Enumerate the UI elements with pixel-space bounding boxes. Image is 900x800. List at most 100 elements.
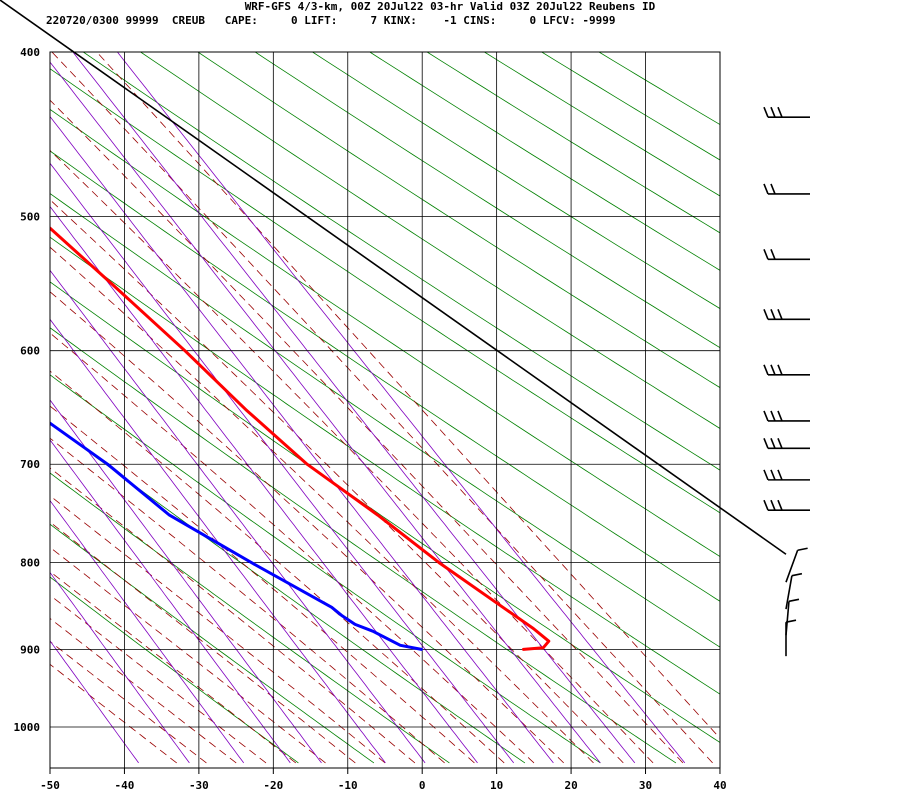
moist-adiabat	[50, 332, 535, 764]
mixing-ratio-line	[50, 399, 322, 764]
temperature-tick-label: -30	[189, 779, 209, 792]
dry-adiabat	[426, 52, 720, 234]
wind-barb	[763, 437, 810, 450]
pressure-tick-labels: 400 500 600 700 800 900 1000	[14, 46, 41, 734]
moist-adiabat	[50, 617, 237, 764]
mixing-ratio-line	[50, 269, 426, 764]
wind-barb	[763, 183, 810, 195]
barb-flag	[788, 598, 800, 603]
dry-adiabat	[369, 52, 720, 271]
dry-adiabat	[50, 192, 720, 648]
barb-flag	[763, 309, 769, 320]
mixing-ratio-line	[50, 571, 190, 764]
barb-flag	[777, 437, 783, 449]
wind-barb	[763, 249, 810, 261]
mixing-ratio-line	[50, 640, 139, 764]
barb-flag	[770, 183, 776, 195]
barb-flag	[770, 469, 776, 481]
chart-title: WRF-GFS 4/3-km, 00Z 20Jul22 03-hr Valid …	[244, 0, 656, 13]
barb-flag	[777, 499, 783, 511]
dry-adiabat	[197, 52, 720, 389]
moist-adiabat	[50, 199, 624, 764]
dry-adiabat	[50, 108, 720, 558]
barb-flag	[770, 106, 776, 118]
mixing-ratio-line	[50, 205, 478, 764]
mixing-ratio-line	[50, 439, 291, 764]
barb-flag	[770, 364, 776, 376]
barb-flag	[763, 249, 769, 260]
barb-flag	[763, 410, 769, 422]
wind-barb	[763, 106, 810, 118]
wind-barb	[785, 572, 803, 610]
dry-adiabat	[50, 576, 299, 764]
barb-flag	[777, 309, 783, 320]
barb-flag	[770, 309, 776, 320]
temperature-tick-label: -10	[338, 779, 358, 792]
moist-adiabat	[50, 149, 654, 764]
series-group	[50, 226, 551, 651]
pressure-tick-label: 800	[20, 557, 40, 570]
barb-staff	[785, 575, 793, 610]
mixing-ratio-line	[116, 52, 686, 764]
plot-frame	[49, 51, 721, 769]
wind-barbs	[0, 0, 810, 657]
dry-adiabat	[50, 236, 720, 695]
barb-flag	[777, 106, 783, 118]
dry-adiabat	[50, 68, 720, 514]
barb-flag	[763, 183, 769, 195]
dewpoint-line	[50, 421, 423, 651]
barb-flag	[791, 572, 803, 577]
wind-barb	[763, 469, 810, 481]
temperature-tick-label: 20	[564, 779, 577, 792]
pressure-tick-label: 600	[20, 345, 40, 358]
barb-flag	[763, 106, 769, 118]
barb-flag	[763, 364, 769, 376]
dry-adiabat	[50, 472, 450, 764]
mixing-ratio-line	[72, 52, 636, 764]
dry-adiabat	[254, 52, 720, 349]
mixing-ratio-line	[50, 499, 245, 764]
moist-adiabat	[50, 663, 177, 764]
temperature-line	[50, 226, 551, 651]
wind-barb	[0, 0, 787, 555]
barb-flag	[763, 469, 769, 481]
dry-adiabat	[139, 52, 720, 429]
moist-adiabat	[50, 405, 475, 764]
pressure-tick-label: 700	[20, 458, 40, 471]
dry-adiabat	[311, 52, 720, 310]
barb-flag	[777, 364, 783, 376]
moist-adiabat	[50, 437, 445, 764]
barb-flag	[770, 410, 776, 422]
wind-barb	[785, 547, 808, 583]
temperature-tick-label: 10	[490, 779, 503, 792]
moist-adiabat	[50, 99, 684, 764]
wind-barb	[763, 364, 810, 376]
barb-staff	[0, 0, 787, 555]
moist-adiabat	[50, 246, 594, 764]
temperature-tick-label: -20	[263, 779, 283, 792]
mixing-ratio-line	[50, 61, 601, 764]
grid-lines	[50, 51, 720, 768]
wind-barb	[785, 619, 797, 657]
temperature-tick-label: 40	[713, 779, 726, 792]
dry-adiabat	[50, 523, 375, 764]
background-lines	[50, 52, 720, 764]
wind-barb	[763, 309, 810, 321]
temperature-tick-label: 30	[639, 779, 652, 792]
barb-flag	[763, 499, 769, 511]
barb-flag	[785, 619, 797, 623]
moist-adiabat	[50, 571, 297, 764]
wind-barb	[785, 598, 800, 636]
barb-staff	[785, 549, 799, 583]
plot-area	[50, 52, 720, 768]
temperature-tick-labels: -50 -40 -30 -20 -10 0 10 20 30 40	[40, 768, 727, 792]
barb-flag	[777, 410, 783, 422]
moist-adiabat	[50, 546, 326, 764]
barb-flag	[770, 499, 776, 511]
barb-flag	[763, 437, 769, 449]
barb-flag	[770, 437, 776, 449]
temperature-tick-label: -50	[40, 779, 60, 792]
temperature-tick-label: -40	[115, 779, 135, 792]
pressure-tick-label: 400	[20, 46, 40, 59]
